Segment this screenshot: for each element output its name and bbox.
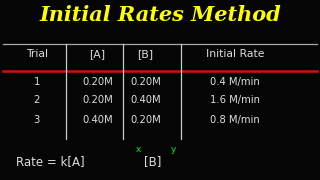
Text: 2: 2 — [34, 95, 40, 105]
Text: [A]: [A] — [90, 49, 106, 59]
Text: 3: 3 — [34, 115, 40, 125]
Text: 0.20M: 0.20M — [130, 77, 161, 87]
Text: 0.20M: 0.20M — [130, 115, 161, 125]
Text: [B]: [B] — [144, 156, 161, 168]
Text: 0.4 M/min: 0.4 M/min — [210, 77, 260, 87]
Text: y: y — [171, 145, 177, 154]
Text: 0.40M: 0.40M — [130, 95, 161, 105]
Text: 0.8 M/min: 0.8 M/min — [210, 115, 260, 125]
Text: x: x — [136, 145, 141, 154]
Text: 1: 1 — [34, 77, 40, 87]
Text: Initial Rate: Initial Rate — [206, 49, 264, 59]
Text: Trial: Trial — [26, 49, 48, 59]
Text: [B]: [B] — [138, 49, 154, 59]
Text: 1.6 M/min: 1.6 M/min — [210, 95, 260, 105]
Text: 0.40M: 0.40M — [82, 115, 113, 125]
Text: 0.20M: 0.20M — [82, 77, 113, 87]
Text: Rate = k[A]: Rate = k[A] — [16, 156, 84, 168]
Text: Initial Rates Method: Initial Rates Method — [39, 5, 281, 25]
Text: 0.20M: 0.20M — [82, 95, 113, 105]
